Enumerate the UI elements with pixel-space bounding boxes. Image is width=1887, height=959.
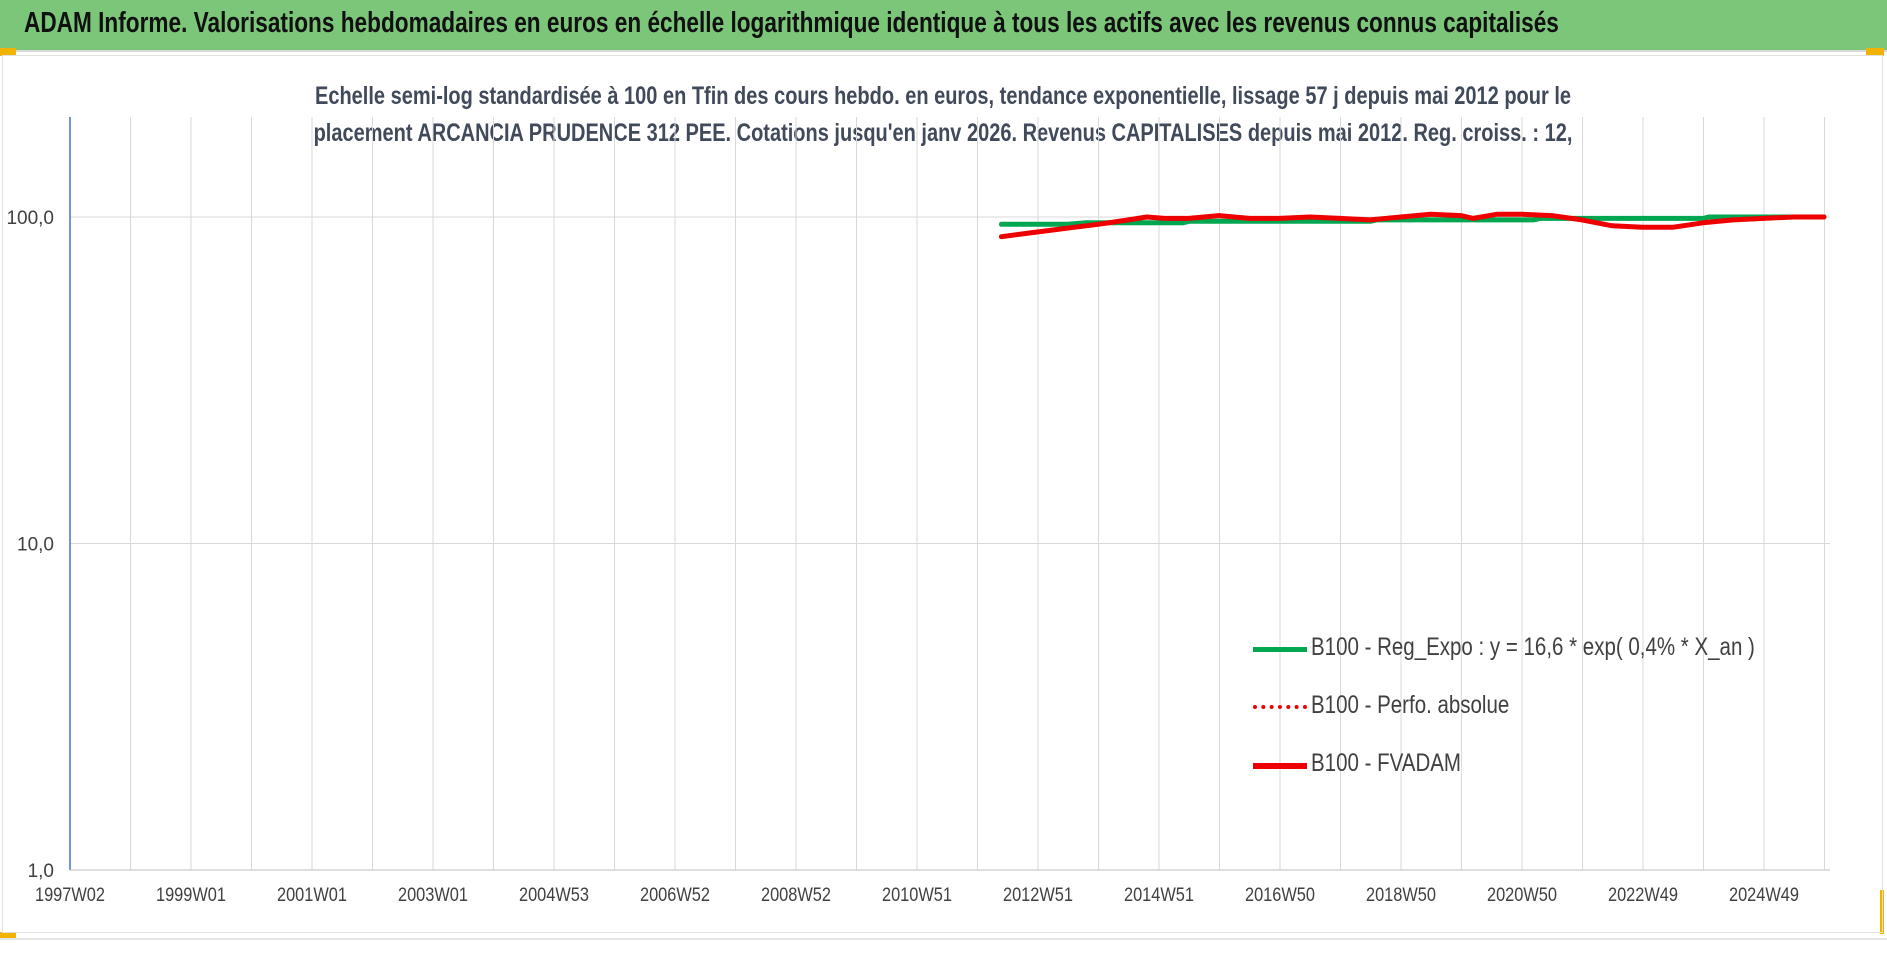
x-tick-label: 2014W51 (1124, 885, 1194, 906)
x-tick-label: 1999W01 (156, 885, 226, 906)
legend-label-regression: B100 - Reg_Expo : y = 16,6 * exp( 0,4% *… (1311, 633, 1755, 661)
legend-swatch-fvadam (1253, 763, 1307, 769)
x-tick-label: 2003W01 (398, 885, 468, 906)
fvadam-line (998, 211, 1827, 240)
page-title: ADAM Informe. Valorisations hebdomadaire… (24, 7, 1559, 39)
x-tick-label: 2006W52 (640, 885, 710, 906)
x-tick-label: 2020W50 (1487, 885, 1557, 906)
x-tick-label: 2010W51 (882, 885, 952, 906)
axis-layer (69, 117, 1830, 871)
legend-label-fvadam: B100 - FVADAM (1311, 749, 1462, 777)
corner-accent-top-right (1866, 48, 1884, 56)
corner-accent-bottom-left (0, 932, 16, 940)
x-tick-label: 2016W50 (1245, 885, 1315, 906)
tick-label-layer: 100,0 10,0 1,0 1997W02 1999W01 2001W01 2003W01… (6, 208, 1799, 906)
corner-accent-top-left (0, 48, 16, 56)
x-tick-label: 2004W53 (519, 885, 589, 906)
y-tick-label: 100,0 (6, 208, 54, 229)
bottom-divider (0, 938, 1887, 940)
grid-layer (69, 117, 1830, 871)
series-layer (998, 211, 1827, 240)
chart-subtitle-line-2: placement ARCANCIA PRUDENCE 312 PEE. Cot… (313, 119, 1573, 147)
y-tick-label: 1,0 (28, 861, 54, 882)
legend-swatch-perfo-absolue (1253, 705, 1307, 709)
x-tick-label: 2024W49 (1729, 885, 1799, 906)
x-tick-label: 2012W51 (1003, 885, 1073, 906)
chart-subtitle-line-1: Echelle semi-log standardisée à 100 en T… (315, 82, 1571, 110)
x-tick-label: 2001W01 (277, 885, 347, 906)
x-tick-label: 2008W52 (761, 885, 831, 906)
legend-label-perfo-absolue: B100 - Perfo. absolue (1311, 691, 1510, 719)
y-tick-label: 10,0 (17, 535, 54, 556)
title-bar: ADAM Informe. Valorisations hebdomadaire… (0, 0, 1887, 52)
legend-swatch-regression (1253, 647, 1307, 652)
x-tick-label: 1997W02 (35, 885, 105, 906)
x-tick-label: 2018W50 (1366, 885, 1436, 906)
x-tick-label: 2022W49 (1608, 885, 1678, 906)
chart-frame (2, 55, 1883, 933)
